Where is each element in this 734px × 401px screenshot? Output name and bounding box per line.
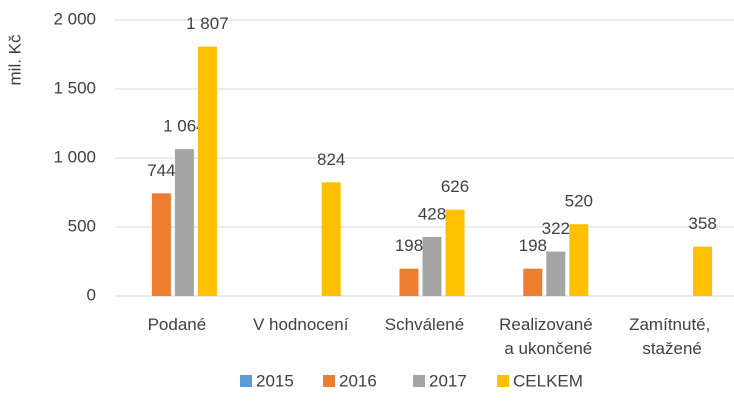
- bar: [422, 236, 442, 296]
- bar: [321, 182, 341, 296]
- data-label: 824: [317, 150, 345, 169]
- y-tick-label: 1 000: [53, 147, 96, 166]
- data-label: 626: [441, 177, 469, 196]
- x-tick-label: Realizované a ukončené: [499, 315, 597, 358]
- bar: [151, 193, 171, 296]
- data-label: 198: [519, 236, 547, 255]
- legend-swatch: [413, 375, 425, 387]
- bar: [693, 246, 713, 296]
- x-tick-label: V hodnocení: [253, 315, 349, 334]
- data-label: 322: [542, 219, 570, 238]
- x-tick-label: Schválené: [385, 315, 464, 334]
- data-label: 358: [688, 214, 716, 233]
- data-label: 428: [418, 204, 446, 223]
- x-tick-label: Podané: [148, 315, 207, 334]
- data-label: 198: [395, 236, 423, 255]
- bar: [569, 224, 589, 296]
- bar: [445, 209, 465, 296]
- y-tick-label: 500: [68, 216, 96, 235]
- data-label: 1 064: [163, 117, 206, 136]
- data-label: 520: [565, 192, 593, 211]
- legend-swatch: [323, 375, 335, 387]
- x-tick-label: Zamítnuté, stažené: [629, 315, 715, 358]
- bar: [523, 268, 543, 296]
- bar: [174, 149, 194, 296]
- bar: [546, 251, 566, 296]
- legend-label: 2016: [339, 371, 377, 390]
- legend-label: CELKEM: [513, 371, 583, 390]
- y-axis-label: mil. Kč: [5, 34, 24, 86]
- legend-label: 2017: [429, 371, 467, 390]
- y-tick-label: 2 000: [53, 9, 96, 28]
- bar: [197, 46, 217, 296]
- data-label: 1 807: [186, 14, 229, 33]
- bar: [399, 268, 419, 296]
- legend-swatch: [240, 375, 252, 387]
- legend-swatch: [497, 375, 509, 387]
- y-tick-label: 1 500: [53, 78, 96, 97]
- data-label: 744: [147, 161, 175, 180]
- legend-label: 2015: [256, 371, 294, 390]
- y-tick-label: 0: [87, 285, 96, 304]
